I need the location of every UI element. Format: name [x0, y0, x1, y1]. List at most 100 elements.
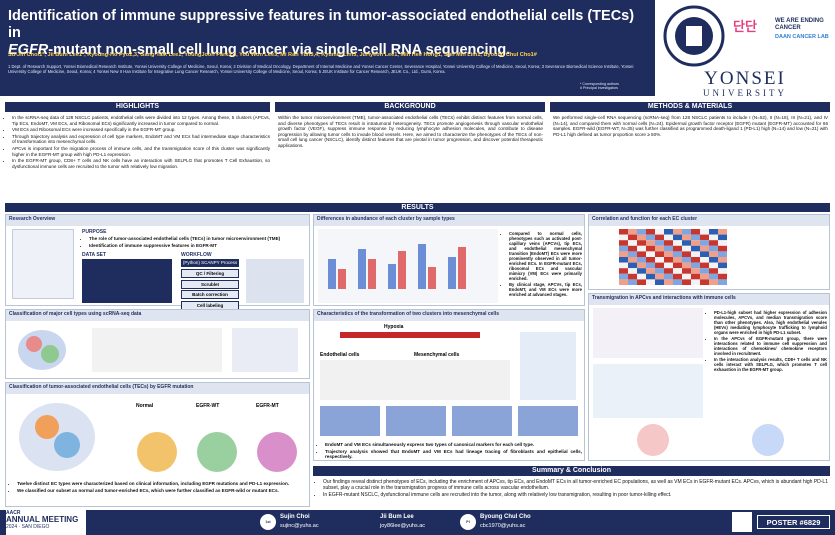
- bullet: In the APCvs of EGFR-mutant group, there…: [714, 336, 827, 356]
- heatmap-cell: [664, 273, 673, 280]
- heatmap-cell: [682, 257, 691, 263]
- bullet: VM ECs and Ribosomal ECs were increased …: [12, 127, 270, 133]
- figure: [18, 328, 298, 372]
- heatmap-cell: [628, 262, 637, 269]
- heatmap-cell: [691, 234, 700, 241]
- bullet: The role of tumor-associated endothelial…: [89, 236, 302, 242]
- heatmap-cell: [682, 268, 691, 274]
- section-heading: BACKGROUND: [275, 102, 545, 112]
- panel-title: Correlation and function for each EC clu…: [589, 215, 829, 226]
- bullet: Our findings reveal distinct phenotypes …: [323, 479, 828, 491]
- bullet: EndoMT and VM ECs simultaneously express…: [325, 442, 582, 448]
- heatmap-cell: [646, 262, 655, 269]
- heatmap-cell: [700, 234, 709, 241]
- bullet-list: In the scRNA-seq data of 128 NSCLC patie…: [5, 115, 270, 169]
- heatmap-cell: [682, 245, 691, 252]
- lab: DAAN CANCER LAB: [775, 34, 829, 40]
- heatmap-cell: [700, 240, 709, 246]
- heatmap-cell: [619, 245, 628, 252]
- heatmap-cell: [691, 229, 700, 235]
- meeting-sub: 2024 · SAN DIEGO: [6, 524, 50, 530]
- section-heading: METHODS & MATERIALS: [550, 102, 830, 112]
- meeting: AACR: [6, 510, 21, 516]
- panel-title: Transmigration in APCvs and interactions…: [589, 294, 829, 305]
- pipeline: (Python) SCANPY Process: [181, 259, 239, 267]
- bullet-list: Twelve distinct EC types were characteri…: [10, 481, 306, 493]
- contact-email: joy86lee@yuhs.ac: [380, 523, 426, 529]
- heatmap-cell: [637, 257, 646, 263]
- panel: Research Overview PURPOSE The role of tu…: [5, 214, 310, 310]
- heatmap-cell: [718, 268, 727, 274]
- figure: [320, 332, 578, 436]
- heatmap-cell: [673, 262, 682, 269]
- heatmap-cell: [646, 245, 655, 252]
- heatmap-cell: [691, 273, 700, 280]
- heatmap-cell: [628, 268, 637, 274]
- heatmap-cell: [664, 262, 673, 269]
- panel-notes: EndoMT and VM ECs simultaneously express…: [318, 442, 582, 461]
- qr-code: [732, 512, 752, 532]
- contacts: 1st Author Sujin Choi sujinc@yuhs.ac Jii Bu…: [260, 512, 560, 534]
- university-seal: [663, 5, 725, 67]
- heatmap-cell: [619, 262, 628, 269]
- heatmap-cell: [664, 257, 673, 263]
- bullet: Compared to normal cells, phenotypes suc…: [509, 231, 582, 281]
- panel-notes: PD-L1-high subset had higher expression …: [707, 310, 827, 373]
- heatmap-cell: [619, 229, 628, 235]
- bullet: In the EGFR-MT group, CD8+ T cells and N…: [12, 158, 270, 169]
- contact-email: sujinc@yuhs.ac: [280, 523, 319, 529]
- heatmap-cell: [664, 240, 673, 246]
- campaign-mark: 단단: [733, 19, 757, 34]
- heatmap: [619, 229, 727, 285]
- authors: Su-Jin Choi1*, Jii Bum Lee1*, Kyoung-Ho …: [8, 52, 537, 58]
- bullet: By clinical stage, APCVs, tip ECs, EndoM…: [509, 282, 582, 297]
- heatmap-cell: [628, 240, 637, 246]
- label: PURPOSE: [82, 229, 107, 235]
- heatmap-cell: [718, 273, 727, 280]
- heatmap-cell: [691, 257, 700, 263]
- heatmap-cell: [619, 251, 628, 257]
- bullet-list: Our findings reveal distinct phenotypes …: [316, 479, 828, 498]
- heatmap-cell: [628, 273, 637, 280]
- heatmap-cell: [637, 262, 646, 269]
- heatmap-cell: [709, 245, 718, 252]
- title: Identification of immune suppressive fea…: [8, 8, 648, 59]
- heatmap-cell: [655, 251, 664, 257]
- figure: [593, 308, 703, 418]
- heatmap-cell: [691, 262, 700, 269]
- panel: Correlation and function for each EC clu…: [588, 214, 830, 290]
- heatmap-cell: [700, 273, 709, 280]
- figure: [637, 424, 784, 456]
- contact-name: Sujin Choi: [280, 514, 310, 520]
- bullet: Trajectory analysis showed that EndoMT a…: [325, 449, 582, 460]
- heatmap-cell: [709, 229, 718, 235]
- heatmap-cell: [691, 245, 700, 252]
- bullet: PD-L1-high subset had higher expression …: [714, 310, 827, 335]
- dataset-table: [82, 259, 172, 303]
- heatmap-cell: [646, 240, 655, 246]
- label: Mesenchymal cells: [414, 352, 460, 358]
- bullet-list: EndoMT and VM ECs simultaneously express…: [318, 442, 582, 460]
- heatmap-cell: [664, 268, 673, 274]
- heatmap-cell: [709, 251, 718, 257]
- heatmap-cell: [637, 229, 646, 235]
- panel: Classification of major cell types using…: [5, 309, 310, 379]
- heatmap-cell: [628, 229, 637, 235]
- heatmap-cell: [673, 279, 682, 285]
- heatmap-cell: [646, 273, 655, 280]
- heatmap-cell: [709, 234, 718, 241]
- university: YONSEI: [704, 68, 786, 89]
- bullet-list: Compared to normal cells, phenotypes suc…: [502, 231, 582, 297]
- heatmap-cell: [718, 229, 727, 235]
- heatmap-cell: [682, 279, 691, 285]
- university-sub: UNIVERSITY: [703, 88, 787, 98]
- heatmap-cell: [655, 257, 664, 263]
- group-label: Normal: [136, 403, 154, 409]
- heatmap-cell: [637, 268, 646, 274]
- section-heading: RESULTS: [5, 203, 830, 212]
- panel-title: Research Overview: [6, 215, 309, 226]
- panel: Classification of tumor-associated endot…: [5, 382, 310, 507]
- heatmap-cell: [682, 240, 691, 246]
- meeting-title: ANNUAL MEETING: [6, 515, 79, 524]
- heatmap-cell: [709, 273, 718, 280]
